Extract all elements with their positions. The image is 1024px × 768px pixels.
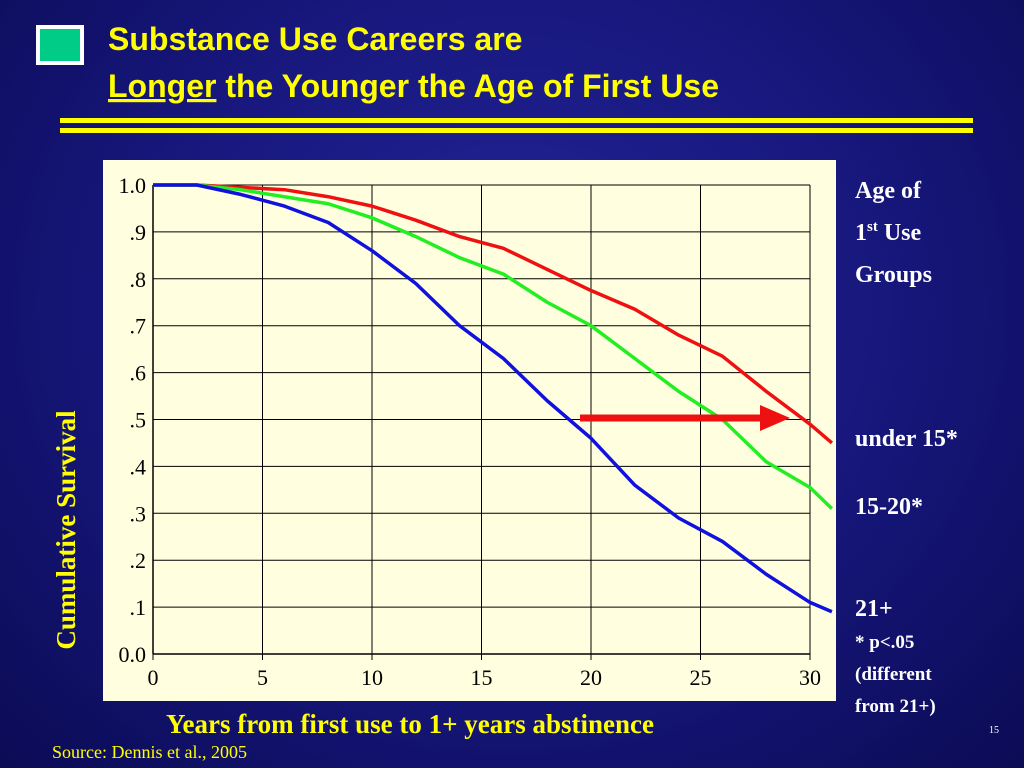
- bullet-icon: [36, 25, 84, 65]
- series-line: [153, 183, 834, 445]
- source: Source: Dennis et al., 2005: [52, 742, 247, 762]
- x-tick-label: 5: [257, 665, 268, 690]
- note: * p<.05: [855, 632, 914, 653]
- title-emphasis: Longer: [108, 68, 216, 104]
- title-line1: Substance Use Careers are: [108, 21, 522, 57]
- legend-entry: 21+: [855, 596, 893, 622]
- legend-title-rest: Use: [878, 220, 922, 246]
- legend-entry: 15-20*: [855, 494, 923, 520]
- series-line: [153, 183, 834, 510]
- series-line: [153, 183, 833, 614]
- y-tick-label: .5: [130, 408, 147, 433]
- page-number: 15: [989, 725, 999, 736]
- legend-title-suffix: st: [867, 219, 878, 235]
- y-axis-label: Cumulative Survival: [51, 410, 81, 650]
- note: from 21+): [855, 696, 936, 717]
- x-axis-label: Years from first use to 1+ years abstine…: [166, 709, 654, 739]
- y-tick-label: .6: [130, 361, 147, 386]
- plot-panel: [103, 160, 836, 701]
- x-tick-label: 15: [471, 665, 493, 690]
- y-tick-label: .2: [130, 548, 147, 573]
- y-tick-label: .3: [130, 501, 147, 526]
- title-line2: Longer the Younger the Age of First Use: [108, 68, 719, 104]
- y-tick-label: .8: [130, 267, 147, 292]
- legend-entry: under 15*: [855, 426, 958, 452]
- title-rule: [60, 118, 973, 123]
- legend-title: Groups: [855, 262, 932, 288]
- title-rest: the Younger the Age of First Use: [216, 68, 719, 104]
- x-tick-label: 30: [799, 665, 821, 690]
- legend-title-ordinal: 1: [855, 220, 867, 246]
- y-tick-label: .1: [130, 595, 147, 620]
- x-tick-label: 25: [690, 665, 712, 690]
- y-tick-label: 0.0: [119, 642, 147, 667]
- legend-title: Age of: [855, 178, 922, 204]
- plot: 0.0 .1 .2 .3 .4 .5 .6 .7 .8 .9 1.0 0 5 10 15 20 25 30: [119, 173, 834, 690]
- y-tick-label: .4: [130, 454, 147, 479]
- title-rule: [60, 128, 973, 133]
- legend-title: 1st Use: [855, 219, 922, 246]
- y-tick-label: 1.0: [119, 173, 147, 198]
- x-tick-label: 20: [580, 665, 602, 690]
- x-tick-label: 10: [361, 665, 383, 690]
- y-tick-label: .7: [130, 314, 147, 339]
- x-tick-label: 0: [148, 665, 159, 690]
- arrow-head: [760, 405, 790, 431]
- note: (different: [855, 664, 932, 685]
- y-tick-label: .9: [130, 220, 147, 245]
